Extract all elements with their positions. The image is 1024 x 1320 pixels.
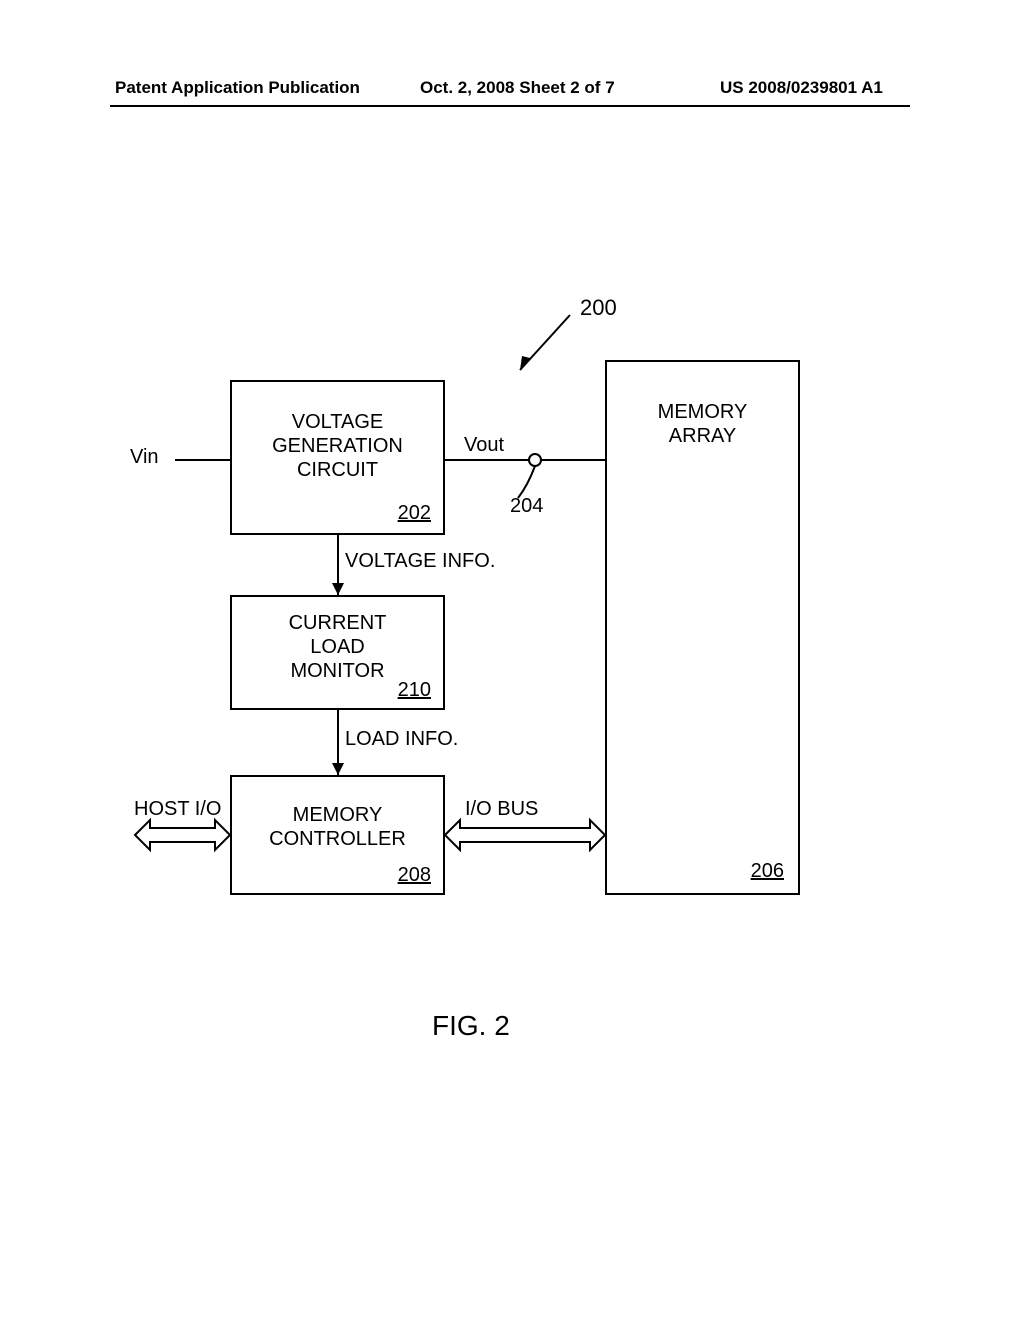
ref-204: 204 <box>510 495 543 518</box>
header-right: US 2008/0239801 A1 <box>720 78 883 98</box>
host-io-label: HOST I/O <box>134 798 221 821</box>
vin-label: Vin <box>130 446 159 469</box>
header-left: Patent Application Publication <box>115 78 360 98</box>
vout-label: Vout <box>464 434 504 457</box>
header-middle: Oct. 2, 2008 Sheet 2 of 7 <box>420 78 615 98</box>
diagram-area: 200 VOLTAGE GENERATION CIRCUIT 202 CURRE… <box>120 300 900 950</box>
wiring-icon <box>120 300 900 950</box>
page: Patent Application Publication Oct. 2, 2… <box>0 0 1024 1320</box>
voltage-info-label: VOLTAGE INFO. <box>345 550 495 573</box>
load-info-label: LOAD INFO. <box>345 728 458 751</box>
header-rule <box>110 105 910 107</box>
figure-caption: FIG. 2 <box>432 1010 510 1042</box>
io-bus-label: I/O BUS <box>465 798 538 821</box>
